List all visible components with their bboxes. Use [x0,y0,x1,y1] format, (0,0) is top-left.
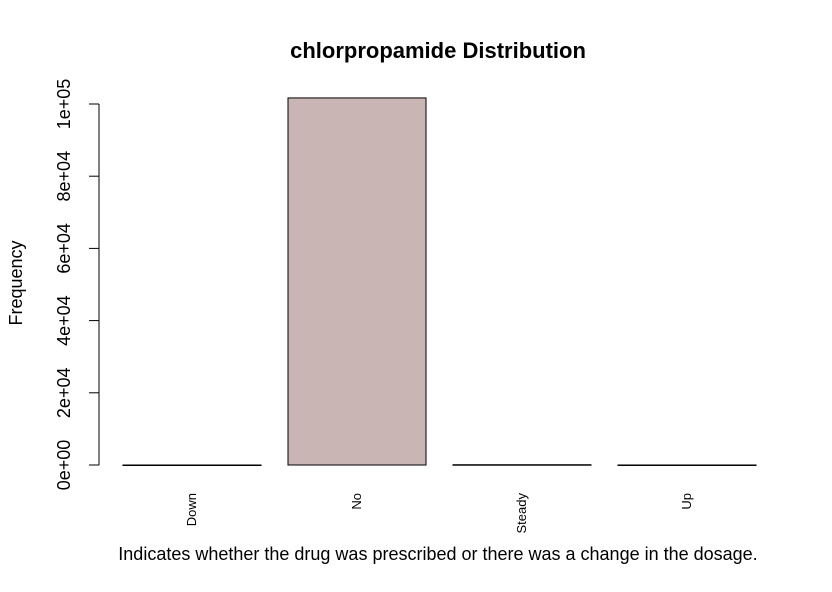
y-tick-label: 1e+05 [54,79,74,130]
y-tick-label: 4e+04 [54,295,74,346]
y-tick-label: 0e+00 [54,440,74,491]
bar-no [287,97,427,466]
bars [122,97,757,466]
x-category-label-up: Up [679,493,694,510]
x-axis-label: Indicates whether the drug was prescribe… [118,544,757,564]
bar-up [617,464,757,466]
bar-steady [452,464,592,466]
x-category-label-steady: Steady [514,493,529,534]
x-category-label-no: No [349,493,364,510]
x-category-labels: Down No Steady Up [184,493,694,534]
y-axis: 0e+00 2e+04 4e+04 6e+04 8e+04 1e+05 [54,79,100,491]
bar-down [122,464,262,466]
x-category-label-down: Down [184,493,199,526]
y-tick-label: 8e+04 [54,151,74,202]
y-axis-label: Frequency [6,240,26,325]
y-tick-label: 2e+04 [54,368,74,419]
chart-title: chlorpropamide Distribution [290,38,586,63]
y-tick-label: 6e+04 [54,223,74,274]
